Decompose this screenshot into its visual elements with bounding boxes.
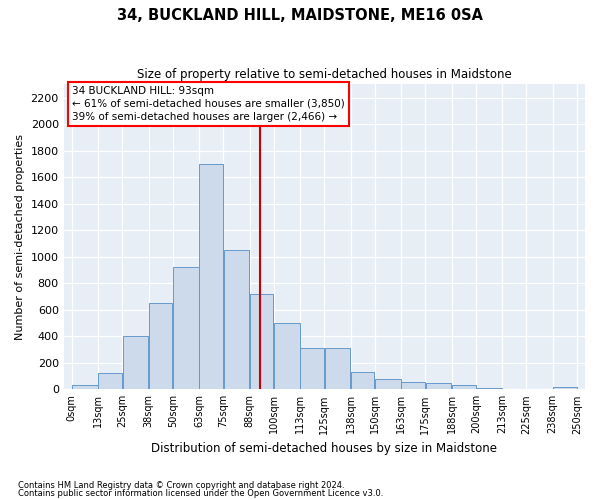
Bar (325, 348, 350, 390)
Bar (98, 374, 122, 390)
Text: Contains HM Land Registry data © Crown copyright and database right 2024.: Contains HM Land Registry data © Crown c… (18, 480, 344, 490)
Bar (173, 268, 199, 390)
Bar (375, 378, 401, 390)
Bar (301, 348, 324, 390)
Bar (149, 303, 172, 390)
Bar (250, 294, 274, 390)
Title: Size of property relative to semi-detached houses in Maidstone: Size of property relative to semi-detach… (137, 68, 512, 80)
Bar (426, 384, 451, 390)
X-axis label: Distribution of semi-detached houses by size in Maidstone: Distribution of semi-detached houses by … (151, 442, 497, 455)
Bar (527, 388, 552, 390)
Bar (274, 323, 299, 390)
Text: 34 BUCKLAND HILL: 93sqm
← 61% of semi-detached houses are smaller (3,850)
39% of: 34 BUCKLAND HILL: 93sqm ← 61% of semi-de… (72, 86, 344, 122)
Y-axis label: Number of semi-detached properties: Number of semi-detached properties (15, 134, 25, 340)
Bar (122, 336, 148, 390)
Bar (452, 384, 476, 390)
Bar (503, 388, 526, 390)
Bar (401, 382, 425, 390)
Bar (476, 388, 502, 390)
Bar (72, 386, 98, 390)
Text: 34, BUCKLAND HILL, MAIDSTONE, ME16 0SA: 34, BUCKLAND HILL, MAIDSTONE, ME16 0SA (117, 8, 483, 22)
Bar (351, 372, 374, 390)
Bar (199, 164, 223, 390)
Bar (553, 386, 577, 390)
Bar (224, 250, 249, 390)
Text: Contains public sector information licensed under the Open Government Licence v3: Contains public sector information licen… (18, 489, 383, 498)
